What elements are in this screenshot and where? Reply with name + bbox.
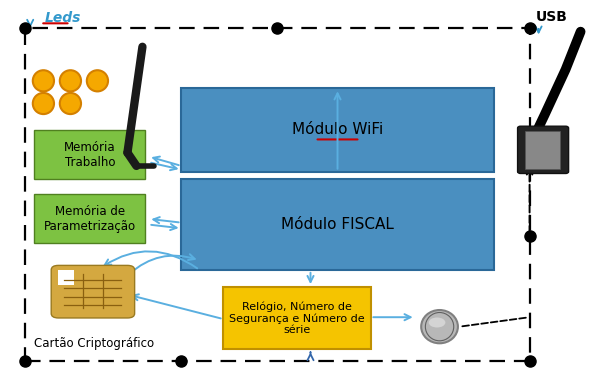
FancyBboxPatch shape — [525, 131, 560, 168]
FancyBboxPatch shape — [182, 179, 494, 270]
Ellipse shape — [87, 70, 108, 91]
FancyBboxPatch shape — [224, 287, 370, 349]
Text: Relógio, Número de
Segurança e Número de
série: Relógio, Número de Segurança e Número de… — [229, 301, 365, 335]
FancyBboxPatch shape — [34, 194, 145, 243]
FancyBboxPatch shape — [51, 266, 134, 318]
Text: Memória
Trabalho: Memória Trabalho — [64, 141, 116, 168]
Text: Módulo FISCAL: Módulo FISCAL — [281, 217, 394, 232]
Ellipse shape — [60, 70, 81, 91]
Text: Módulo WiFi: Módulo WiFi — [292, 122, 383, 138]
FancyBboxPatch shape — [58, 270, 74, 285]
Ellipse shape — [421, 310, 458, 343]
Ellipse shape — [33, 70, 54, 91]
FancyBboxPatch shape — [182, 88, 494, 171]
Text: Memória de
Parametrização: Memória de Parametrização — [44, 205, 136, 233]
Ellipse shape — [429, 317, 446, 328]
Text: Cartão Criptográfico: Cartão Criptográfico — [34, 337, 154, 350]
Text: USB: USB — [535, 10, 567, 24]
Text: Leds: Leds — [45, 11, 81, 26]
FancyBboxPatch shape — [517, 126, 569, 173]
FancyBboxPatch shape — [34, 130, 145, 179]
Ellipse shape — [60, 93, 81, 114]
Ellipse shape — [33, 93, 54, 114]
